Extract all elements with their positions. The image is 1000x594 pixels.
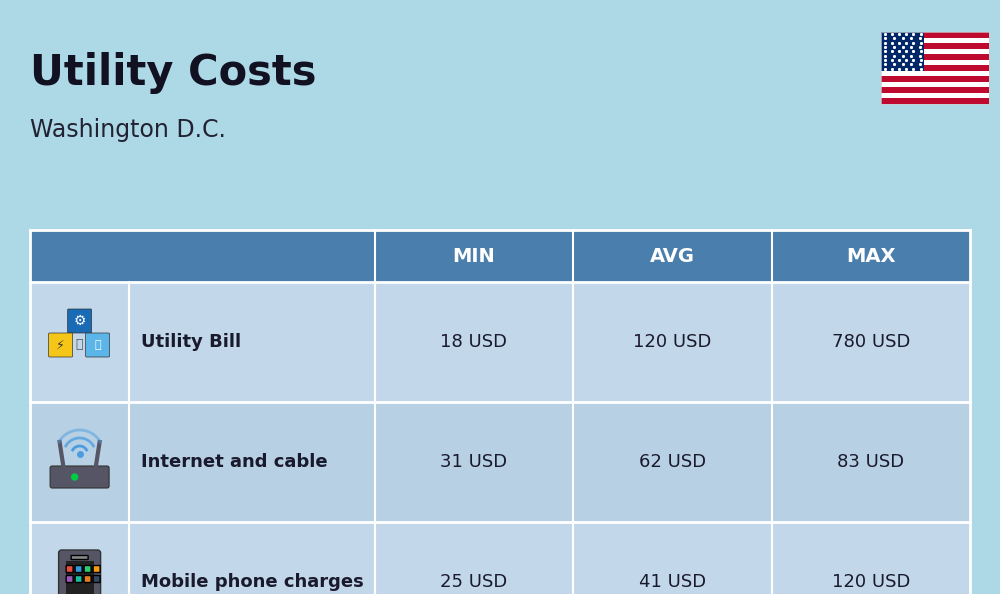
Bar <box>881 82 989 87</box>
Bar <box>881 43 989 49</box>
Text: MAX: MAX <box>846 247 896 266</box>
FancyBboxPatch shape <box>66 565 73 573</box>
Text: ⚡: ⚡ <box>56 339 65 352</box>
Text: Mobile phone charges: Mobile phone charges <box>141 573 364 591</box>
Text: 🤝: 🤝 <box>76 337 83 350</box>
Text: 83 USD: 83 USD <box>837 453 904 471</box>
Bar <box>30 230 970 282</box>
Text: 780 USD: 780 USD <box>832 333 910 351</box>
Bar <box>881 93 989 99</box>
Text: 💧: 💧 <box>94 340 101 350</box>
FancyBboxPatch shape <box>93 576 100 583</box>
Bar <box>881 32 989 104</box>
FancyBboxPatch shape <box>93 565 100 573</box>
Text: Utility Bill: Utility Bill <box>141 333 241 351</box>
Bar <box>881 71 989 76</box>
Bar <box>881 87 989 93</box>
Bar <box>881 54 989 59</box>
FancyBboxPatch shape <box>49 333 73 357</box>
Bar <box>30 402 970 522</box>
Text: 18 USD: 18 USD <box>440 333 507 351</box>
Text: Internet and cable: Internet and cable <box>141 453 328 471</box>
Text: Washington D.C.: Washington D.C. <box>30 118 226 142</box>
Circle shape <box>72 474 78 480</box>
Bar <box>881 32 989 104</box>
Text: 31 USD: 31 USD <box>440 453 507 471</box>
Bar <box>881 65 989 71</box>
Text: 41 USD: 41 USD <box>639 573 706 591</box>
Text: MIN: MIN <box>453 247 495 266</box>
Text: AVG: AVG <box>650 247 695 266</box>
Bar <box>30 282 970 402</box>
FancyBboxPatch shape <box>50 466 109 488</box>
Text: Utility Costs: Utility Costs <box>30 52 316 94</box>
FancyBboxPatch shape <box>59 550 101 594</box>
FancyBboxPatch shape <box>75 565 82 573</box>
Bar <box>881 32 924 71</box>
Bar <box>881 49 989 54</box>
FancyBboxPatch shape <box>75 576 82 583</box>
Bar <box>881 99 989 104</box>
FancyBboxPatch shape <box>68 309 92 333</box>
FancyBboxPatch shape <box>71 555 88 560</box>
FancyBboxPatch shape <box>84 565 91 573</box>
Text: 120 USD: 120 USD <box>832 573 910 591</box>
Text: 120 USD: 120 USD <box>633 333 712 351</box>
Text: ⚙: ⚙ <box>73 314 86 328</box>
Bar <box>881 59 989 65</box>
FancyBboxPatch shape <box>84 576 91 583</box>
Bar <box>881 76 989 82</box>
FancyBboxPatch shape <box>86 333 110 357</box>
Bar <box>881 37 989 43</box>
Bar <box>30 522 970 594</box>
Text: 25 USD: 25 USD <box>440 573 508 591</box>
Text: 62 USD: 62 USD <box>639 453 706 471</box>
FancyBboxPatch shape <box>66 576 73 583</box>
Bar <box>66 561 94 594</box>
Bar <box>881 32 989 37</box>
